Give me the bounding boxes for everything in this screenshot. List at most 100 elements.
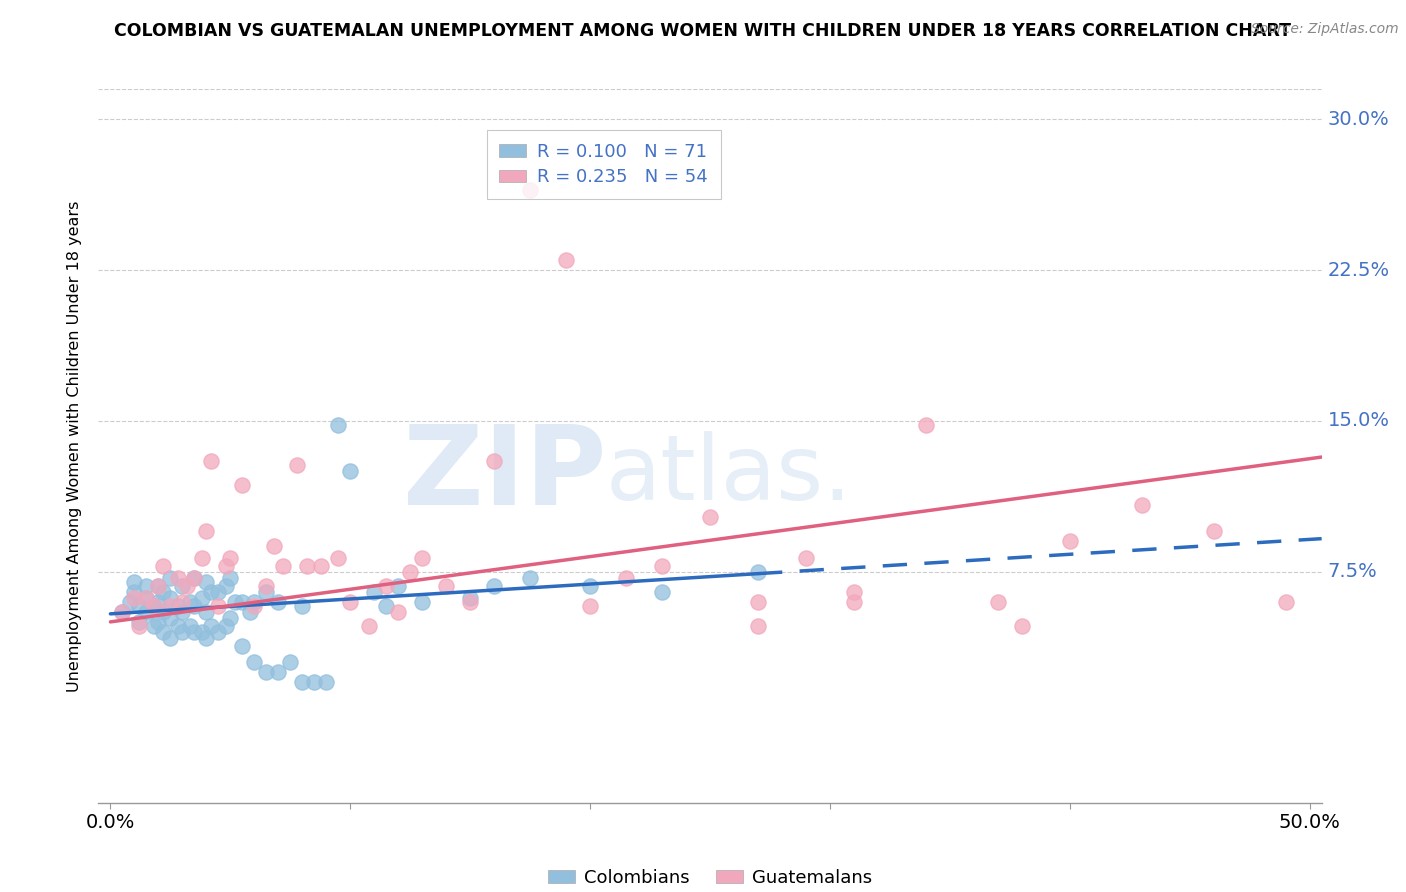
Point [651, 558, 673, 573]
Point [387, 579, 409, 593]
Text: 7.5%: 7.5% [1327, 562, 1378, 581]
Point [254, 665, 277, 680]
Point [311, 558, 333, 573]
Point [699, 510, 721, 524]
Point [267, 665, 290, 680]
Point [142, 599, 165, 613]
Point [411, 595, 433, 609]
Point [555, 253, 578, 268]
Point [842, 595, 865, 609]
Point [263, 539, 285, 553]
Point [179, 619, 201, 633]
Point [214, 619, 236, 633]
Point [363, 584, 385, 599]
Point [399, 565, 422, 579]
Point [128, 599, 150, 613]
Point [135, 591, 157, 605]
Point [915, 417, 938, 432]
Point [747, 565, 769, 579]
Point [148, 595, 170, 609]
Point [148, 615, 170, 629]
Point [172, 579, 194, 593]
Point [482, 454, 505, 468]
Point [328, 550, 350, 565]
Point [176, 579, 198, 593]
Point [166, 619, 188, 633]
Point [519, 183, 541, 197]
Point [267, 595, 290, 609]
Point [159, 611, 181, 625]
Point [135, 579, 157, 593]
Point [118, 595, 141, 609]
Point [238, 605, 260, 619]
Point [254, 584, 277, 599]
Point [1130, 498, 1153, 512]
Point [172, 605, 194, 619]
Point [190, 591, 212, 605]
Point [159, 599, 181, 613]
Point [214, 558, 236, 573]
Point [387, 605, 409, 619]
Point [111, 605, 134, 619]
Point [291, 599, 314, 613]
Point [159, 571, 181, 585]
Text: 15.0%: 15.0% [1327, 411, 1389, 430]
Point [172, 595, 194, 609]
Point [152, 584, 174, 599]
Point [214, 579, 236, 593]
Point [315, 675, 337, 690]
Point [195, 524, 218, 539]
Point [287, 458, 309, 472]
Text: atlas.: atlas. [606, 431, 853, 518]
Point [271, 558, 294, 573]
Point [183, 599, 205, 613]
Point [195, 631, 218, 645]
Point [195, 574, 218, 589]
Point [339, 464, 361, 478]
Point [207, 599, 229, 613]
Point [328, 417, 350, 432]
Point [794, 550, 817, 565]
Point [190, 550, 212, 565]
Point [411, 550, 433, 565]
Point [579, 599, 602, 613]
Point [243, 599, 266, 613]
Point [1202, 524, 1225, 539]
Point [254, 579, 277, 593]
Point [278, 655, 301, 669]
Point [111, 605, 134, 619]
Point [987, 595, 1010, 609]
Point [747, 619, 769, 633]
Point [152, 558, 174, 573]
Point [183, 624, 205, 639]
Point [1274, 595, 1296, 609]
Text: 30.0%: 30.0% [1327, 110, 1389, 128]
Point [124, 584, 146, 599]
Point [359, 619, 381, 633]
Point [172, 624, 194, 639]
Point [219, 550, 242, 565]
Point [128, 615, 150, 629]
Point [243, 595, 266, 609]
Point [458, 591, 481, 605]
Point [200, 619, 222, 633]
Point [200, 584, 222, 599]
Point [375, 579, 398, 593]
Point [207, 584, 229, 599]
Point [842, 584, 865, 599]
Point [166, 571, 188, 585]
Point [148, 579, 170, 593]
Point [1059, 534, 1081, 549]
Point [200, 454, 222, 468]
Point [651, 584, 673, 599]
Point [135, 591, 157, 605]
Point [183, 571, 205, 585]
Point [159, 591, 181, 605]
Point [579, 579, 602, 593]
Legend: Colombians, Guatemalans: Colombians, Guatemalans [540, 862, 880, 892]
Point [1011, 619, 1033, 633]
Point [614, 571, 637, 585]
Y-axis label: Unemployment Among Women with Children Under 18 years: Unemployment Among Women with Children U… [67, 201, 83, 691]
Point [190, 624, 212, 639]
Point [148, 579, 170, 593]
